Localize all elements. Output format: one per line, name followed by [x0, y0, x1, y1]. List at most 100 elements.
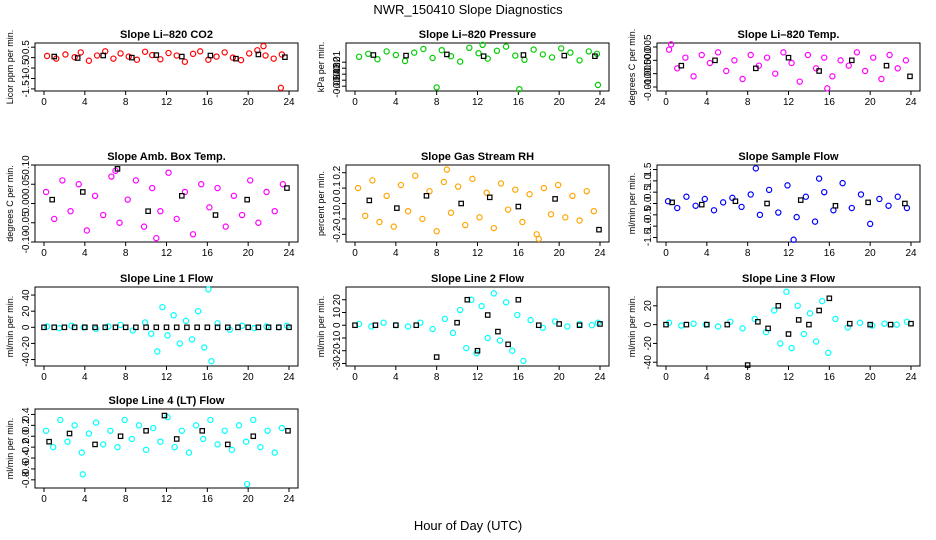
data-point: [596, 226, 602, 233]
data-point: [433, 84, 440, 91]
data-point: [250, 433, 257, 440]
plot-frame: [345, 164, 610, 243]
y-tick-label: 0.005: [643, 34, 654, 59]
series-1: [664, 165, 911, 243]
data-point: [784, 182, 791, 189]
panel-6: Slope Sample Flow 0 4 8 12 16 20 24 -1.5-1.0-0.5…: [627, 151, 921, 259]
data-point: [739, 75, 746, 83]
data-point: [788, 59, 795, 67]
data-point: [182, 317, 190, 325]
data-point: [454, 319, 460, 326]
data-point: [64, 438, 71, 445]
data-point: [710, 207, 718, 214]
y-axis-label: kPa per min.: [316, 42, 326, 93]
y-tick-label: 0.2: [332, 165, 343, 179]
series-2: [352, 296, 603, 360]
x-tick-label: 16: [513, 97, 525, 108]
data-point: [576, 57, 583, 64]
x-tick-label: 4: [704, 372, 710, 383]
data-point: [238, 211, 246, 219]
data-point: [100, 52, 107, 59]
data-point: [520, 357, 527, 365]
data-point: [153, 234, 160, 242]
data-point: [121, 416, 128, 424]
data-point: [194, 324, 200, 331]
data-point: [548, 54, 556, 61]
data-point: [245, 50, 253, 57]
data-point: [74, 55, 81, 61]
data-point: [902, 57, 910, 64]
data-point: [464, 296, 471, 303]
data-point: [179, 193, 185, 199]
data-point: [49, 443, 57, 451]
data-point: [463, 344, 470, 352]
data-point: [403, 52, 409, 59]
data-point: [165, 49, 172, 57]
x-tick-label: 12: [161, 494, 173, 505]
data-point: [744, 362, 751, 368]
x-tick-label: 0: [41, 97, 47, 108]
x-tick-label: 0: [663, 97, 669, 108]
data-point: [484, 334, 491, 342]
data-point: [413, 322, 420, 329]
data-point: [171, 443, 178, 451]
data-point: [201, 344, 208, 351]
data-point: [438, 47, 445, 54]
data-point: [247, 177, 254, 184]
data-point: [772, 70, 779, 77]
data-point: [777, 340, 784, 347]
data-point: [43, 323, 51, 330]
x-tick-label: 20: [243, 372, 255, 383]
data-point: [420, 45, 427, 53]
data-point: [484, 312, 491, 318]
data-point: [561, 52, 568, 59]
data-point: [515, 203, 522, 210]
x-tick-label: 24: [594, 97, 606, 108]
data-point: [698, 51, 705, 59]
data-point: [128, 435, 135, 443]
data-point: [105, 323, 112, 330]
data-point: [133, 56, 141, 63]
data-point: [85, 430, 93, 437]
data-point: [515, 296, 522, 303]
data-point: [454, 183, 462, 190]
data-point: [71, 324, 78, 331]
y-tick-label: -0.05: [332, 74, 343, 97]
x-tick-label: 12: [161, 97, 173, 108]
data-point: [108, 173, 115, 180]
data-point: [110, 55, 117, 62]
data-point: [401, 57, 409, 65]
data-point: [883, 62, 890, 69]
y-axis-label: ml/min per min.: [627, 173, 637, 235]
data-point: [469, 175, 476, 183]
series-1: [43, 42, 286, 92]
data-point: [157, 438, 164, 445]
data-point: [829, 73, 836, 80]
data-point: [794, 302, 801, 310]
x-tick-label: 20: [554, 97, 566, 108]
y-tick-label: 40: [21, 289, 32, 301]
data-point: [861, 67, 869, 75]
data-point: [902, 200, 908, 207]
data-point: [848, 204, 855, 212]
data-point: [752, 165, 760, 172]
data-point: [535, 322, 542, 329]
data-point: [478, 302, 485, 310]
data-point: [456, 58, 464, 65]
series-2: [46, 412, 291, 448]
data-point: [189, 231, 197, 238]
data-point: [93, 52, 101, 59]
y-tick-label: -0.2: [332, 225, 343, 243]
series-1: [354, 166, 598, 243]
panel-title: Slope Li–820 Temp.: [738, 29, 840, 41]
data-point: [125, 53, 132, 60]
data-point: [278, 424, 286, 432]
data-point: [429, 325, 436, 333]
data-point: [178, 427, 186, 434]
data-point: [59, 177, 66, 184]
data-point: [56, 324, 63, 332]
data-point: [365, 50, 372, 58]
data-point: [479, 41, 486, 49]
y-tick-label: -30: [332, 356, 343, 371]
